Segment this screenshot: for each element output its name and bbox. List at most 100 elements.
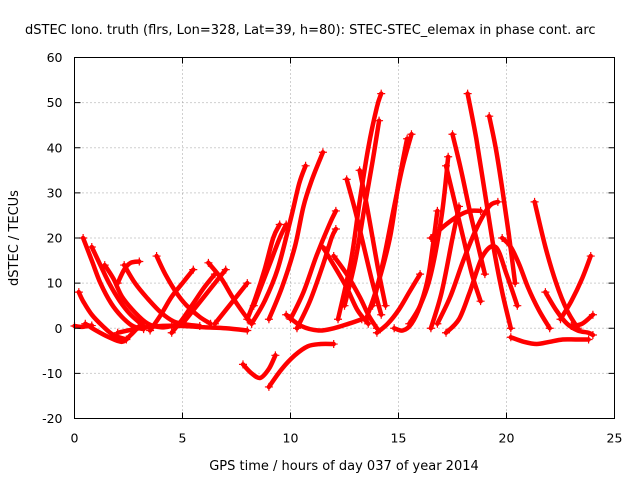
x-tick-label: 25 bbox=[607, 431, 623, 446]
marker-arc17 bbox=[243, 315, 252, 324]
x-tick-label: 10 bbox=[283, 431, 299, 446]
marker-arc45 bbox=[584, 335, 593, 344]
marker-arc38 bbox=[426, 234, 435, 242]
marker-arc38 bbox=[476, 206, 485, 215]
marker-arc42 bbox=[476, 297, 485, 306]
marker-arc42 bbox=[442, 161, 451, 170]
trace-arc22 bbox=[288, 208, 339, 322]
y-axis-ticks: -20 -10 0 10 20 30 40 50 60 bbox=[42, 50, 615, 426]
marker-arc02 bbox=[74, 288, 83, 297]
marker-arc41 bbox=[485, 112, 494, 121]
marker-arc23 bbox=[331, 224, 340, 233]
marker-arc19 bbox=[264, 382, 273, 391]
trace-arc14 bbox=[206, 260, 254, 326]
marker-arc15 bbox=[243, 279, 252, 288]
marker-arc18 bbox=[249, 301, 258, 310]
marker-arc25 bbox=[364, 319, 373, 328]
trace-arc18 bbox=[251, 222, 289, 308]
marker-arc12 bbox=[167, 328, 176, 337]
marker-arc49 bbox=[588, 310, 597, 319]
x-axis-ticks: 0 5 10 15 20 25 bbox=[71, 57, 623, 446]
trace-arc20 bbox=[249, 163, 308, 326]
marker-arc48 bbox=[556, 315, 565, 324]
marker-arc37 bbox=[433, 319, 442, 328]
trace-arc02 bbox=[76, 289, 129, 342]
marker-arc24 bbox=[282, 310, 291, 319]
marker-arc27 bbox=[342, 175, 351, 184]
marker-arc35 bbox=[444, 152, 453, 161]
marker-arc19 bbox=[329, 340, 338, 349]
marker-arc28 bbox=[381, 301, 390, 310]
marker-arc36 bbox=[426, 324, 435, 333]
marker-arc47 bbox=[588, 331, 597, 340]
trace-arc30 bbox=[342, 118, 382, 308]
trace-arc11 bbox=[147, 267, 196, 333]
y-tick-label: -10 bbox=[42, 366, 62, 381]
marker-arc29 bbox=[377, 89, 386, 98]
marker-arc49 bbox=[567, 321, 576, 330]
trace-arc28 bbox=[357, 168, 388, 308]
marker-arc09 bbox=[152, 252, 161, 261]
marker-arc35 bbox=[405, 319, 414, 328]
y-tick-label: -20 bbox=[42, 411, 62, 426]
marker-arc07 bbox=[113, 279, 122, 288]
x-axis-label: GPS time / hours of day 037 of year 2014 bbox=[209, 459, 479, 474]
marker-arc32 bbox=[372, 328, 381, 337]
marker-arc15 bbox=[210, 319, 219, 328]
marker-arc13 bbox=[221, 265, 230, 274]
marker-arc27 bbox=[377, 310, 386, 319]
trace-arc29 bbox=[335, 91, 384, 322]
x-tick-label: 0 bbox=[71, 431, 79, 446]
trace-arc45 bbox=[508, 335, 591, 347]
marker-arc10 bbox=[243, 326, 252, 335]
marker-arc45 bbox=[506, 333, 515, 342]
trace-arc06 bbox=[83, 321, 142, 345]
marker-arc08 bbox=[120, 261, 129, 270]
trace-arc09 bbox=[154, 253, 213, 326]
marker-arc40 bbox=[463, 89, 472, 98]
trace-arc04 bbox=[89, 244, 146, 329]
y-tick-label: 40 bbox=[47, 140, 63, 155]
x-tick-label: 15 bbox=[391, 431, 407, 446]
marker-arc39 bbox=[513, 301, 522, 310]
y-tick-label: 10 bbox=[47, 276, 63, 291]
marker-arc05 bbox=[100, 261, 109, 270]
x-tick-label: 20 bbox=[499, 431, 515, 446]
marker-arc20 bbox=[301, 161, 310, 170]
trace-arc26 bbox=[331, 253, 380, 331]
marker-arc06 bbox=[81, 319, 90, 328]
marker-arc29 bbox=[334, 315, 343, 324]
data-traces bbox=[70, 89, 597, 391]
trace-arc48 bbox=[558, 253, 593, 322]
marker-arc31 bbox=[407, 130, 416, 139]
trace-arc24 bbox=[283, 312, 365, 333]
marker-arc30 bbox=[340, 301, 349, 310]
trace-arc03 bbox=[80, 235, 146, 332]
x-tick-label: 5 bbox=[179, 431, 187, 446]
marker-arc44 bbox=[545, 324, 554, 333]
marker-arc39 bbox=[442, 328, 451, 337]
marker-arc40 bbox=[506, 324, 515, 333]
marker-arc11 bbox=[146, 326, 155, 335]
trace-arc15 bbox=[212, 280, 250, 326]
marker-arc34 bbox=[390, 324, 399, 333]
marker-arc11 bbox=[189, 265, 198, 274]
marker-arc07 bbox=[135, 257, 144, 266]
gridlines bbox=[74, 57, 615, 419]
marker-arc21 bbox=[318, 148, 327, 157]
marker-arc16 bbox=[238, 360, 247, 369]
trace-arc40 bbox=[465, 91, 514, 331]
trace-arc33 bbox=[363, 136, 410, 322]
marker-arc37 bbox=[493, 197, 502, 206]
marker-arc33 bbox=[362, 315, 371, 324]
marker-arc30 bbox=[375, 116, 384, 125]
trace-arc16 bbox=[240, 353, 278, 381]
marker-arc14 bbox=[204, 258, 213, 267]
marker-arc10 bbox=[113, 328, 122, 337]
trace-arc19 bbox=[266, 341, 336, 390]
marker-arc25 bbox=[318, 243, 327, 252]
marker-arc21 bbox=[264, 315, 273, 324]
marker-arc43 bbox=[480, 270, 489, 279]
trace-arc23 bbox=[294, 226, 339, 331]
